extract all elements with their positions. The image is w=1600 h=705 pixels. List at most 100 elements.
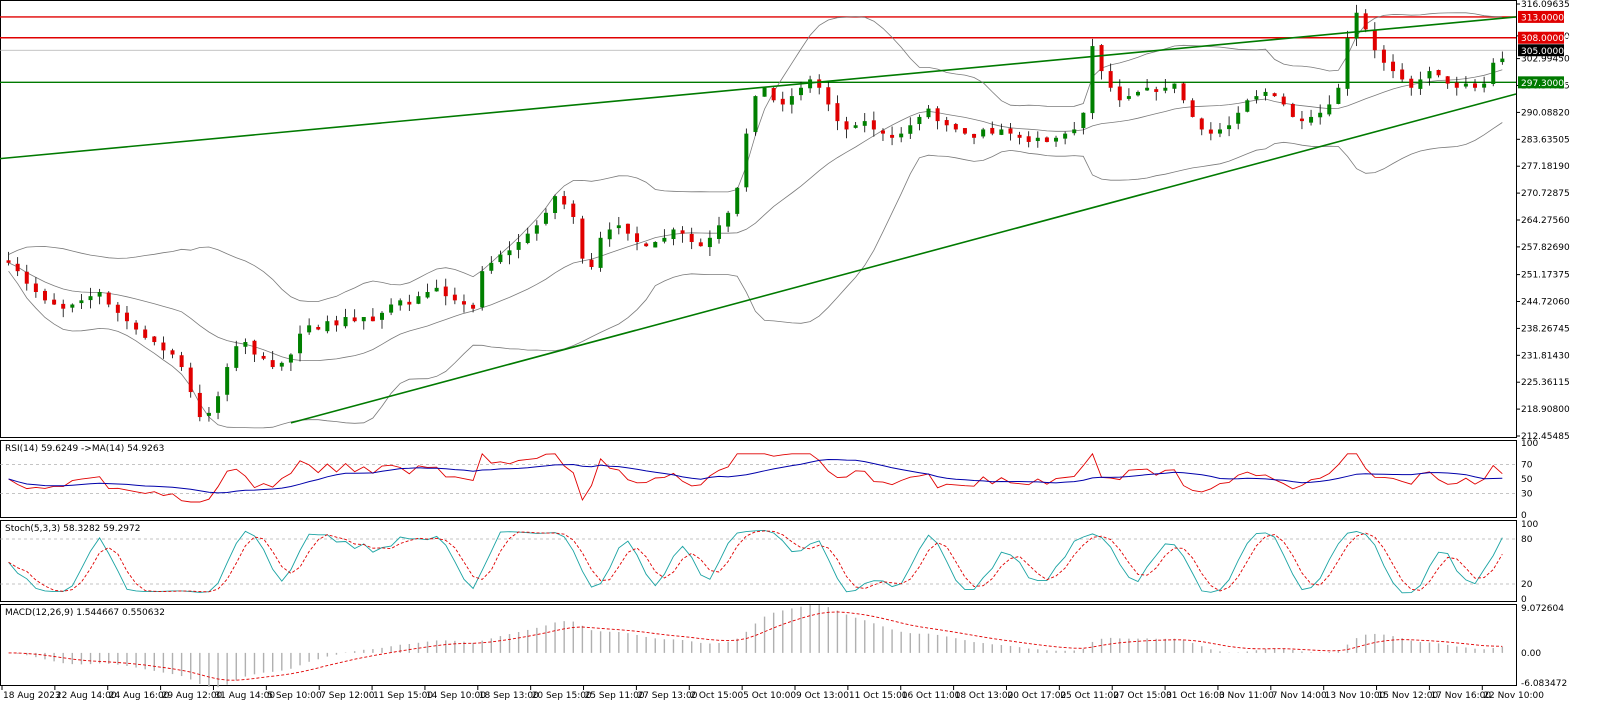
candle-bull	[343, 317, 348, 327]
price-level-tags: 313.00000 308.00000 305.00000 297.30000	[1518, 10, 1570, 89]
candle-bull	[1081, 112, 1086, 129]
candle-bear	[1190, 100, 1195, 117]
stoch-lines: 100 80 20 0	[0, 520, 1538, 605]
candle-bull	[79, 300, 84, 304]
candle-bull	[1500, 58, 1505, 63]
main-panel-frame	[0, 0, 1517, 438]
candle-bear	[689, 233, 694, 242]
time-tick-label: 7 Sep 12:00	[320, 691, 375, 701]
candle-bull	[416, 296, 421, 304]
candle-bull	[671, 229, 676, 240]
candle-bull	[1418, 79, 1423, 89]
stoch-level-label: 20	[1521, 580, 1533, 590]
level-tag-text: 297.30000	[1521, 79, 1570, 89]
candle-bear	[42, 290, 47, 301]
trendlines[interactable]	[0, 16, 1517, 424]
candle-bull	[662, 237, 667, 242]
rsi-lines: 100 70 50 30 0	[0, 439, 1538, 521]
candle-bear	[1391, 61, 1396, 72]
level-tag	[1518, 10, 1564, 23]
candle-bear	[944, 120, 949, 126]
candle-bull	[753, 96, 758, 132]
candle-bear	[33, 283, 38, 293]
candle-bear	[1400, 69, 1405, 80]
candle-bear	[844, 121, 849, 130]
candle-bull	[1063, 133, 1068, 139]
candle-bear	[817, 79, 822, 88]
rsi-level-label: 50	[1521, 475, 1533, 485]
candle-bear	[334, 320, 339, 326]
candle-bear	[188, 367, 193, 393]
candle-bear	[179, 355, 184, 368]
candle-bear	[452, 294, 457, 301]
time-tick-label: 25 Oct 11:00	[1060, 691, 1119, 701]
time-tick-label: 3 Nov 11:00	[1219, 691, 1274, 701]
level-tag	[1518, 76, 1564, 89]
macd-label: MACD(12,26,9) 1.544667 0.550632	[5, 608, 165, 618]
candle-bull	[279, 362, 284, 367]
stoch-level-label: 0	[1521, 595, 1527, 605]
candle-bull	[88, 296, 93, 301]
candle-bear	[953, 124, 958, 130]
candle-bear	[134, 322, 139, 330]
price-tick-label: 270.72875	[1521, 189, 1570, 199]
candle-bull	[498, 254, 503, 263]
candle-bull	[1054, 137, 1059, 142]
candle-bull	[298, 333, 303, 354]
candle-bear	[644, 243, 649, 247]
candle-bull	[926, 108, 931, 118]
candle-bear	[1409, 78, 1414, 88]
candle-bull	[380, 312, 384, 320]
rsi-level-label: 100	[1521, 439, 1538, 449]
time-tick-label: 27 Oct 15:00	[1113, 691, 1172, 701]
candle-bull	[1227, 125, 1232, 130]
time-tick-label: 13 Nov 10:00	[1325, 691, 1386, 701]
stoch-panel-frame	[0, 520, 1517, 602]
candle-bull	[744, 133, 749, 188]
candle-bear	[61, 303, 66, 309]
candle-bear	[24, 271, 29, 284]
candle-bear	[1272, 93, 1277, 97]
candle-bull	[598, 237, 603, 268]
horizontal-levels	[0, 16, 1516, 84]
time-tick-label: 14 Sep 10:00	[426, 691, 486, 701]
candle-bear	[1181, 83, 1186, 101]
candle-bear	[152, 336, 157, 343]
candle-bear	[1208, 129, 1213, 134]
time-tick-label: 2 Oct 15:00	[690, 691, 743, 701]
stoch-signal-line	[8, 530, 1503, 593]
time-tick-label: 31 Aug 14:00	[214, 691, 275, 701]
level-tag-text: 313.00000	[1521, 13, 1570, 23]
candle-bear	[1299, 118, 1304, 122]
candle-bull	[1336, 87, 1341, 104]
candle-bear	[580, 218, 585, 259]
candle-bear	[571, 203, 576, 217]
macd-panel: MACD(12,26,9) 1.544667 0.550632 9.072604…	[0, 604, 1567, 689]
candle-bear	[835, 103, 840, 122]
candle-bull	[389, 304, 394, 313]
candle-bear	[106, 292, 111, 305]
price-tick-label: 283.63505	[1521, 135, 1570, 145]
candle-bull	[735, 187, 740, 214]
candle-bull	[1236, 112, 1241, 124]
candle-bull	[1136, 91, 1140, 96]
price-tick-label: 238.26745	[1521, 324, 1570, 334]
candle-bear	[252, 340, 257, 355]
trendline	[0, 16, 1517, 160]
macd-signal-line	[8, 611, 1503, 681]
candle-bear	[990, 127, 995, 134]
time-tick-label: 18 Aug 2023	[3, 691, 61, 701]
time-tick-label: 24 Aug 16:00	[109, 691, 170, 701]
candle-bear	[935, 108, 940, 122]
candle-bull	[908, 125, 913, 134]
candle-bear	[1445, 76, 1450, 84]
candle-bear	[352, 317, 357, 322]
rsi-panel: RSI(14) 59.6249 ->MA(14) 54.9263 100 70 50…	[0, 439, 1538, 521]
rsi-label: RSI(14) 59.6249 ->MA(14) 54.9263	[5, 444, 164, 454]
candle-bull	[243, 342, 248, 347]
price-tick-label: 290.08820	[1521, 108, 1570, 118]
price-tick-label: 264.27560	[1521, 216, 1570, 226]
candle-bull	[899, 133, 904, 138]
